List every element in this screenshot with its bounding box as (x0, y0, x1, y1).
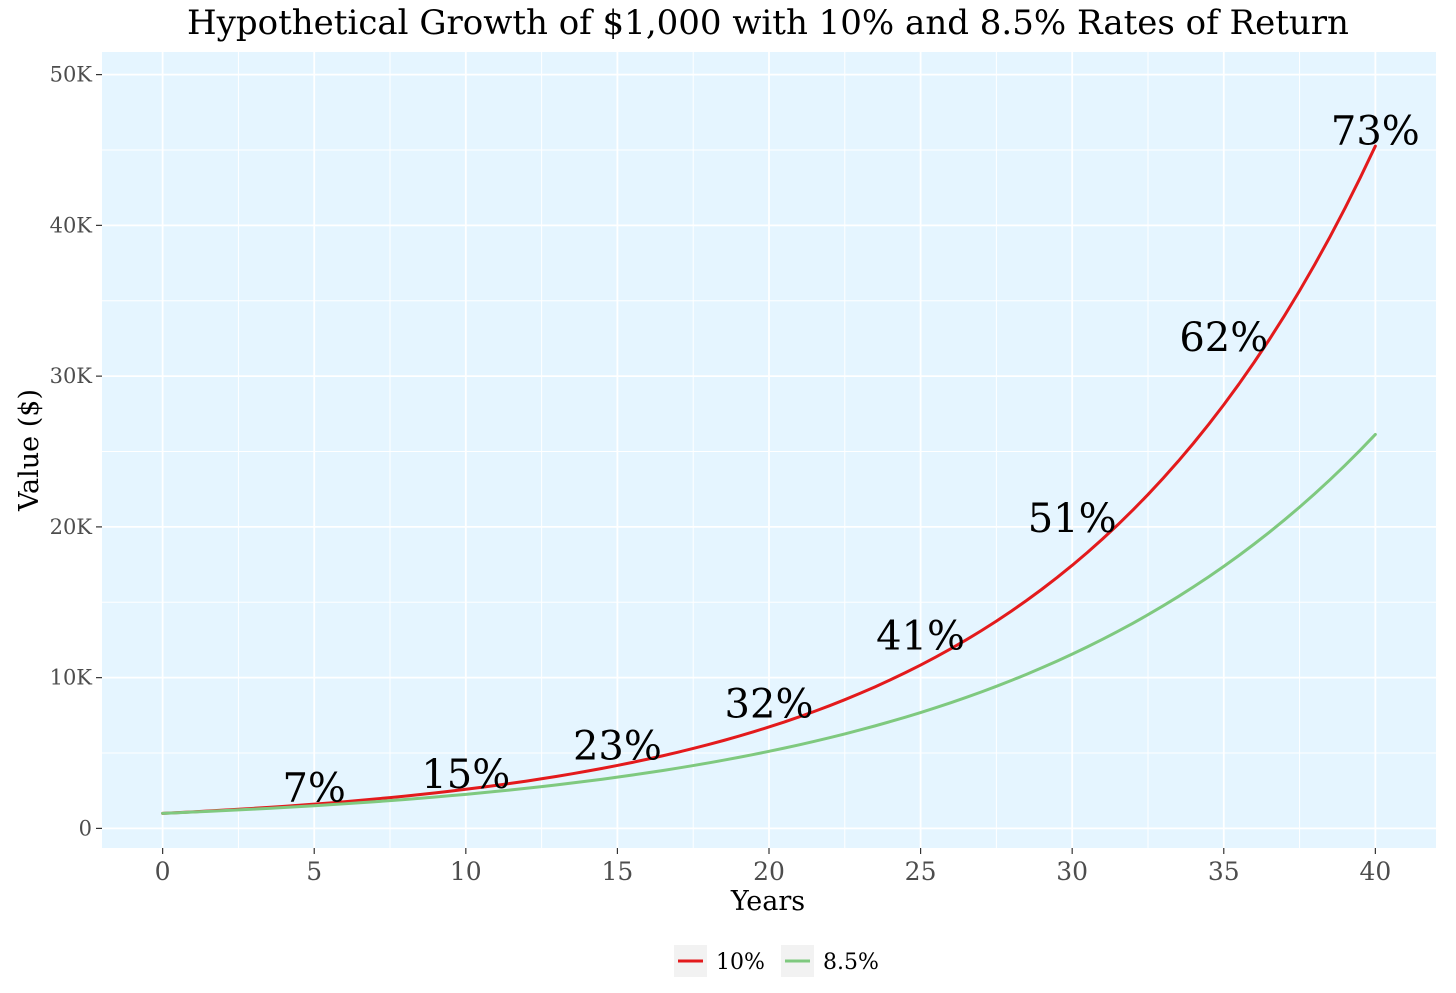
x-tick-label: 40 (1359, 857, 1391, 886)
legend: 10% 8.5% (674, 945, 879, 977)
y-tick-label: 30K (50, 364, 93, 388)
annotation-label: 62% (1179, 315, 1268, 361)
series-line-8.5% (161, 432, 1377, 815)
x-tick-label: 15 (602, 857, 634, 886)
chart-title: Hypothetical Growth of $1,000 with 10% a… (187, 3, 1349, 43)
x-tick-label: 10 (450, 857, 482, 886)
y-tick-label: 20K (50, 515, 93, 539)
legend-label: 10% (716, 950, 765, 975)
x-tick-label: 0 (155, 857, 171, 886)
annotation-label: 23% (573, 723, 662, 769)
annotation-label: 73% (1331, 108, 1420, 154)
y-tick-label: 50K (50, 63, 93, 87)
annotation-label: 41% (876, 613, 965, 659)
y-tick-label: 40K (50, 213, 93, 237)
grid-major (102, 52, 1436, 848)
series-lines (161, 144, 1377, 815)
x-tick-label: 20 (753, 857, 785, 886)
y-tick-labels: 0 10K 20K 30K 40K 50K (50, 63, 93, 841)
axis-ticks (96, 74, 1376, 854)
legend-label: 8.5% (823, 950, 879, 975)
x-tick-label: 35 (1208, 857, 1240, 886)
x-tick-labels: 0 5 10 15 20 25 30 35 40 (155, 857, 1392, 886)
annotation-label: 15% (421, 752, 510, 798)
x-tick-label: 5 (306, 857, 322, 886)
y-axis-title: Value ($) (14, 389, 45, 512)
x-axis-title: Years (730, 886, 805, 917)
annotation-label: 32% (725, 681, 814, 727)
annotations: 7% 15% 23% 32% 41% 51% 62% 73% (282, 108, 1419, 811)
x-tick-label: 25 (905, 857, 937, 886)
x-tick-label: 30 (1056, 857, 1088, 886)
y-tick-label: 10K (50, 666, 93, 690)
annotation-label: 51% (1028, 496, 1117, 542)
annotation-label: 7% (282, 766, 345, 812)
series-line-10% (161, 144, 1377, 815)
y-tick-label: 0 (79, 816, 92, 840)
